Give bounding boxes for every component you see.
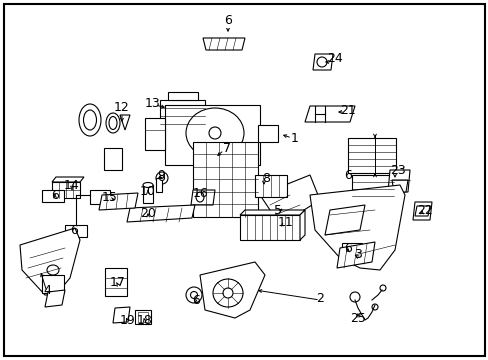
Ellipse shape xyxy=(349,292,359,302)
Polygon shape xyxy=(260,175,319,225)
Text: 21: 21 xyxy=(340,104,355,117)
Text: 6: 6 xyxy=(70,224,78,237)
Ellipse shape xyxy=(379,285,385,291)
Text: 3: 3 xyxy=(353,248,361,261)
Text: 8: 8 xyxy=(262,171,269,185)
Ellipse shape xyxy=(196,192,203,202)
Text: 5: 5 xyxy=(273,203,282,216)
Polygon shape xyxy=(325,205,364,235)
Text: 6: 6 xyxy=(344,242,351,255)
Ellipse shape xyxy=(142,183,153,188)
Bar xyxy=(65,225,87,237)
Text: 24: 24 xyxy=(326,51,342,64)
Polygon shape xyxy=(309,185,404,270)
Text: 13: 13 xyxy=(145,96,161,109)
Polygon shape xyxy=(391,180,407,192)
Text: 7: 7 xyxy=(223,141,230,154)
Text: 1: 1 xyxy=(290,131,298,144)
Polygon shape xyxy=(168,92,198,100)
Ellipse shape xyxy=(83,110,96,130)
Text: 23: 23 xyxy=(389,163,405,176)
Text: 2: 2 xyxy=(315,292,323,305)
Ellipse shape xyxy=(190,292,197,298)
Polygon shape xyxy=(414,206,429,216)
Text: 25: 25 xyxy=(349,311,365,324)
Text: 15: 15 xyxy=(102,190,118,203)
Bar xyxy=(142,185,153,203)
Ellipse shape xyxy=(208,127,221,139)
Ellipse shape xyxy=(47,265,59,275)
Bar xyxy=(90,190,110,204)
Text: 6: 6 xyxy=(51,189,59,202)
Text: 18: 18 xyxy=(137,314,153,327)
Bar xyxy=(351,175,393,203)
Ellipse shape xyxy=(159,176,164,180)
Text: 6: 6 xyxy=(192,293,200,306)
Polygon shape xyxy=(387,170,409,192)
Polygon shape xyxy=(336,242,374,268)
Ellipse shape xyxy=(371,304,377,310)
Ellipse shape xyxy=(106,113,120,133)
Ellipse shape xyxy=(316,57,326,67)
Text: 9: 9 xyxy=(157,168,164,181)
Text: 14: 14 xyxy=(64,179,80,192)
Polygon shape xyxy=(164,105,260,165)
Ellipse shape xyxy=(79,104,101,136)
Polygon shape xyxy=(145,118,164,150)
Polygon shape xyxy=(240,210,305,215)
Ellipse shape xyxy=(185,108,244,158)
Text: 6: 6 xyxy=(224,14,231,27)
Bar xyxy=(52,182,80,198)
Bar xyxy=(240,215,299,240)
Polygon shape xyxy=(113,307,130,323)
Polygon shape xyxy=(200,262,264,318)
Bar xyxy=(42,190,64,202)
Polygon shape xyxy=(120,115,130,130)
Polygon shape xyxy=(20,228,80,295)
Polygon shape xyxy=(258,125,278,142)
Polygon shape xyxy=(299,210,305,240)
Bar xyxy=(135,310,151,324)
Polygon shape xyxy=(52,177,84,182)
Ellipse shape xyxy=(185,287,202,303)
Text: 22: 22 xyxy=(416,203,432,216)
Ellipse shape xyxy=(109,117,117,130)
Ellipse shape xyxy=(156,172,168,184)
Polygon shape xyxy=(305,106,354,122)
Polygon shape xyxy=(160,100,204,130)
Bar xyxy=(341,243,361,255)
Polygon shape xyxy=(45,290,65,307)
Text: 17: 17 xyxy=(110,276,126,289)
Bar xyxy=(105,268,127,296)
Polygon shape xyxy=(99,193,138,210)
Polygon shape xyxy=(412,202,431,220)
Text: 16: 16 xyxy=(193,186,208,199)
Text: 11: 11 xyxy=(278,216,293,229)
Bar xyxy=(193,142,258,217)
Text: 4: 4 xyxy=(43,284,51,297)
Polygon shape xyxy=(156,178,162,192)
Polygon shape xyxy=(191,190,215,205)
Bar xyxy=(104,148,122,170)
Text: 10: 10 xyxy=(140,185,156,198)
Bar xyxy=(347,138,395,173)
Polygon shape xyxy=(203,38,244,50)
Text: 20: 20 xyxy=(140,207,156,220)
Ellipse shape xyxy=(223,288,232,298)
Text: 12: 12 xyxy=(114,100,130,113)
Bar xyxy=(254,175,286,197)
Polygon shape xyxy=(312,54,332,70)
Text: 6: 6 xyxy=(344,168,351,181)
Bar xyxy=(42,275,64,293)
Text: 19: 19 xyxy=(120,314,136,327)
Bar xyxy=(138,312,148,322)
Ellipse shape xyxy=(213,279,243,307)
Polygon shape xyxy=(127,205,195,222)
